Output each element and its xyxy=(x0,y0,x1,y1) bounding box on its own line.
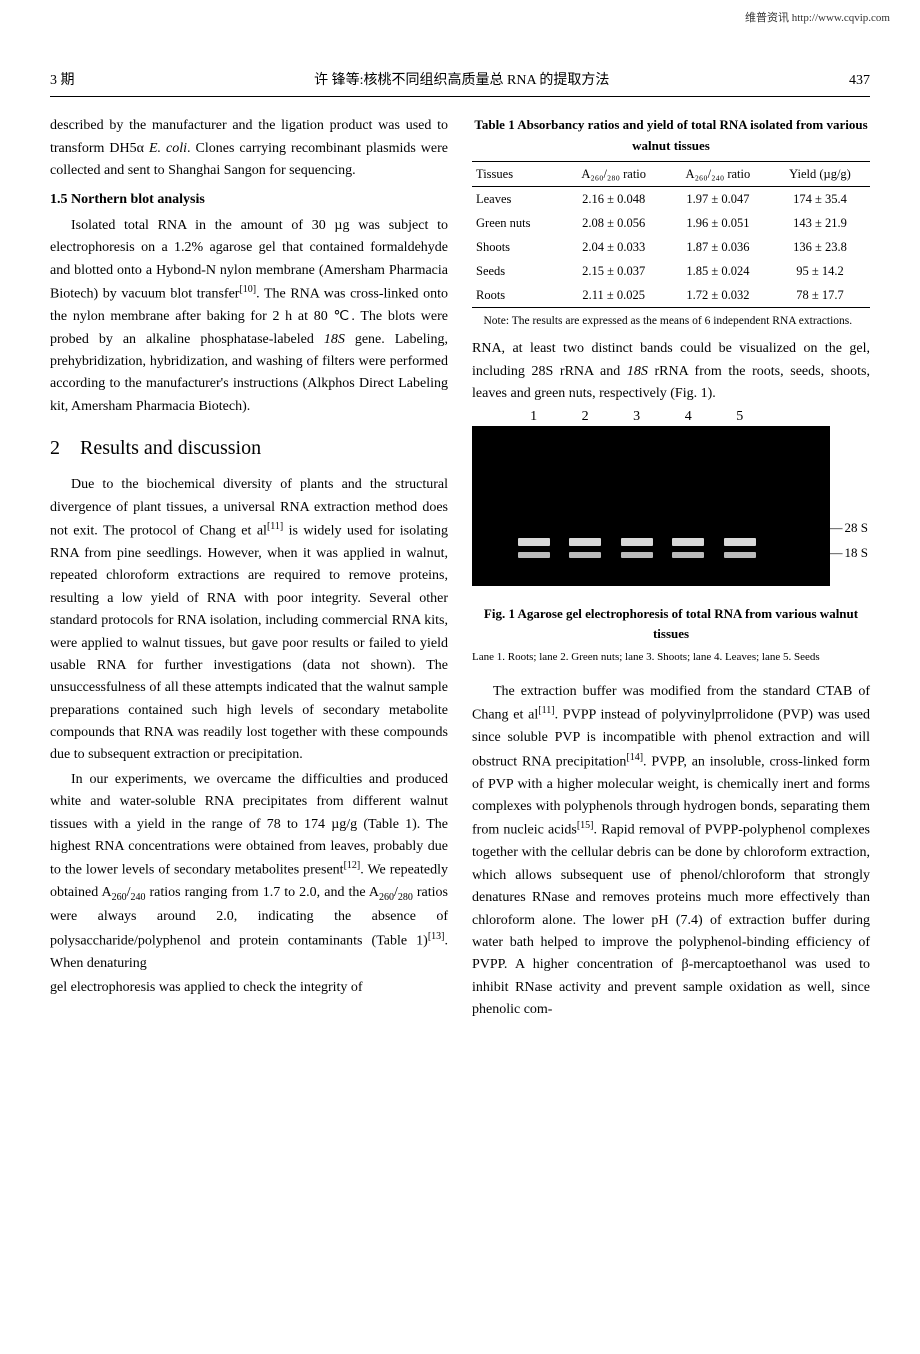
col-header: A₂₆₀/₂₈₀ ratio xyxy=(562,161,666,186)
citation: [11] xyxy=(267,521,283,532)
gel-lane xyxy=(518,538,550,558)
gel-bands xyxy=(508,538,766,558)
table-cell: 1.97 ± 0.047 xyxy=(666,186,770,211)
subscript: 280 xyxy=(398,892,413,903)
table-row: Leaves2.16 ± 0.0481.97 ± 0.047174 ± 35.4 xyxy=(472,186,870,211)
gel-lane xyxy=(621,538,653,558)
table-cell: 174 ± 35.4 xyxy=(770,186,870,211)
table-cell: 2.16 ± 0.048 xyxy=(562,186,666,211)
text: ratios ranging from 1.7 to 2.0, and the … xyxy=(145,885,378,900)
text: is widely used for isolating RNA from pi… xyxy=(50,524,448,763)
paragraph: gel electrophoresis was applied to check… xyxy=(50,977,448,999)
table-cell: 95 ± 14.2 xyxy=(770,259,870,283)
two-column-body: described by the manufacturer and the li… xyxy=(50,115,870,1021)
table-cell: 1.72 ± 0.032 xyxy=(666,283,770,308)
subsection-heading: 1.5 Northern blot analysis xyxy=(50,189,448,211)
table-1: Table 1 Absorbancy ratios and yield of t… xyxy=(472,115,870,330)
paragraph: The extraction buffer was modified from … xyxy=(472,681,870,1022)
section-number: 2 xyxy=(50,432,80,464)
table-row: Roots2.11 ± 0.0251.72 ± 0.03278 ± 17.7 xyxy=(472,283,870,308)
band-label-28s: 28 S xyxy=(830,518,868,539)
subscript: 240 xyxy=(130,892,145,903)
gel-lane xyxy=(672,538,704,558)
table-cell: 1.96 ± 0.051 xyxy=(666,211,770,235)
table-cell: 78 ± 17.7 xyxy=(770,283,870,308)
gene-name: 18S xyxy=(627,364,648,379)
band-size-labels: 28 S 18 S xyxy=(830,518,868,564)
citation: [10] xyxy=(239,284,256,295)
table-cell: 1.85 ± 0.024 xyxy=(666,259,770,283)
citation: [11] xyxy=(538,705,554,716)
section-title: Results and discussion xyxy=(80,437,261,459)
table-row: Seeds2.15 ± 0.0371.85 ± 0.02495 ± 14.2 xyxy=(472,259,870,283)
paragraph: In our experiments, we overcame the diff… xyxy=(50,769,448,975)
band-label-18s: 18 S xyxy=(830,543,868,564)
paragraph: described by the manufacturer and the li… xyxy=(50,115,448,182)
subscript: 260 xyxy=(379,892,394,903)
gel-image: 28 S 18 S xyxy=(472,426,830,586)
figure-1: 1 2 3 4 5 28 S 18 S Fig. 1 xyxy=(472,426,870,667)
table-cell: 136 ± 23.8 xyxy=(770,235,870,259)
table-cell: 2.08 ± 0.056 xyxy=(562,211,666,235)
gel-lane xyxy=(724,538,756,558)
section-heading: 2Results and discussion xyxy=(50,432,448,464)
data-table: Tissues A₂₆₀/₂₈₀ ratio A₂₆₀/₂₄₀ ratio Yi… xyxy=(472,161,870,308)
citation: [12] xyxy=(344,860,361,871)
citation: [14] xyxy=(626,752,643,763)
paragraph: Due to the biochemical diversity of plan… xyxy=(50,474,448,767)
header-page-number: 437 xyxy=(849,70,870,92)
table-cell: Leaves xyxy=(472,186,562,211)
table-cell: 143 ± 21.9 xyxy=(770,211,870,235)
figure-caption: Fig. 1 Agarose gel electrophoresis of to… xyxy=(472,604,870,646)
table-row: Green nuts2.08 ± 0.0561.96 ± 0.051143 ± … xyxy=(472,211,870,235)
table-cell: 2.15 ± 0.037 xyxy=(562,259,666,283)
table-caption: Table 1 Absorbancy ratios and yield of t… xyxy=(472,115,870,157)
species-name: E. coli xyxy=(149,141,187,156)
paragraph: Isolated total RNA in the amount of 30 µ… xyxy=(50,215,448,418)
header-title: 许 锋等:核桃不同组织高质量总 RNA 的提取方法 xyxy=(314,70,609,92)
table-cell: 1.87 ± 0.036 xyxy=(666,235,770,259)
table-note: Note: The results are expressed as the m… xyxy=(472,312,870,330)
citation: [13] xyxy=(428,931,445,942)
paragraph: RNA, at least two distinct bands could b… xyxy=(472,338,870,405)
header-issue: 3 期 xyxy=(50,70,75,92)
text: . Rapid removal of PVPP-polyphenol compl… xyxy=(472,823,870,1017)
table-cell: Roots xyxy=(472,283,562,308)
table-cell: Shoots xyxy=(472,235,562,259)
col-header: Tissues xyxy=(472,161,562,186)
table-cell: 2.04 ± 0.033 xyxy=(562,235,666,259)
subscript: 260 xyxy=(112,892,127,903)
watermark-text: 维普资讯 http://www.cqvip.com xyxy=(745,10,890,28)
table-cell: 2.11 ± 0.025 xyxy=(562,283,666,308)
table-header-row: Tissues A₂₆₀/₂₈₀ ratio A₂₆₀/₂₄₀ ratio Yi… xyxy=(472,161,870,186)
col-header: Yield (µg/g) xyxy=(770,161,870,186)
col-header: A₂₆₀/₂₄₀ ratio xyxy=(666,161,770,186)
page-header: 3 期 许 锋等:核桃不同组织高质量总 RNA 的提取方法 437 xyxy=(50,70,870,97)
gene-name: 18S xyxy=(324,332,345,347)
figure-note: Lane 1. Roots; lane 2. Green nuts; lane … xyxy=(472,649,870,667)
table-row: Shoots2.04 ± 0.0331.87 ± 0.036136 ± 23.8 xyxy=(472,235,870,259)
table-cell: Seeds xyxy=(472,259,562,283)
citation: [15] xyxy=(577,820,594,831)
gel-lane xyxy=(569,538,601,558)
table-cell: Green nuts xyxy=(472,211,562,235)
